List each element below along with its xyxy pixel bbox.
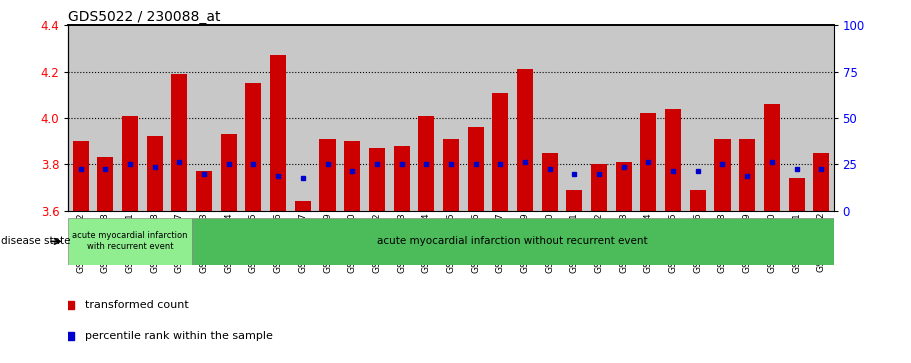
Bar (492, 93, 508, 211)
Text: GDS5022 / 230088_at: GDS5022 / 230088_at (68, 11, 220, 24)
Bar (68, 218, 191, 265)
Bar (517, 69, 533, 211)
Bar (369, 148, 385, 211)
Text: acute myocardial infarction
with recurrent event: acute myocardial infarction with recurre… (72, 231, 188, 252)
Bar (97, 157, 113, 211)
Bar (171, 74, 188, 211)
Bar (271, 56, 286, 211)
Bar (467, 127, 484, 211)
Bar (567, 190, 582, 211)
Bar (73, 141, 88, 211)
Bar (542, 153, 558, 211)
Text: transformed count: transformed count (85, 300, 189, 310)
Bar (789, 178, 804, 211)
Bar (763, 104, 780, 211)
Bar (418, 116, 435, 211)
Bar (320, 139, 335, 211)
Bar (591, 164, 607, 211)
Bar (616, 162, 631, 211)
Bar (122, 116, 138, 211)
Text: percentile rank within the sample: percentile rank within the sample (85, 331, 272, 341)
Bar (196, 171, 212, 211)
Bar (191, 218, 834, 265)
Bar (814, 153, 829, 211)
Bar (714, 139, 731, 211)
Bar (394, 146, 410, 211)
Bar (690, 190, 706, 211)
Bar (443, 139, 459, 211)
Bar (147, 136, 163, 211)
Bar (665, 109, 681, 211)
Text: disease state: disease state (1, 236, 70, 246)
Bar (245, 83, 261, 211)
Bar (295, 201, 311, 211)
Bar (220, 134, 237, 211)
Text: acute myocardial infarction without recurrent event: acute myocardial infarction without recu… (377, 236, 648, 246)
Bar (344, 141, 360, 211)
Bar (739, 139, 755, 211)
Bar (640, 113, 657, 211)
